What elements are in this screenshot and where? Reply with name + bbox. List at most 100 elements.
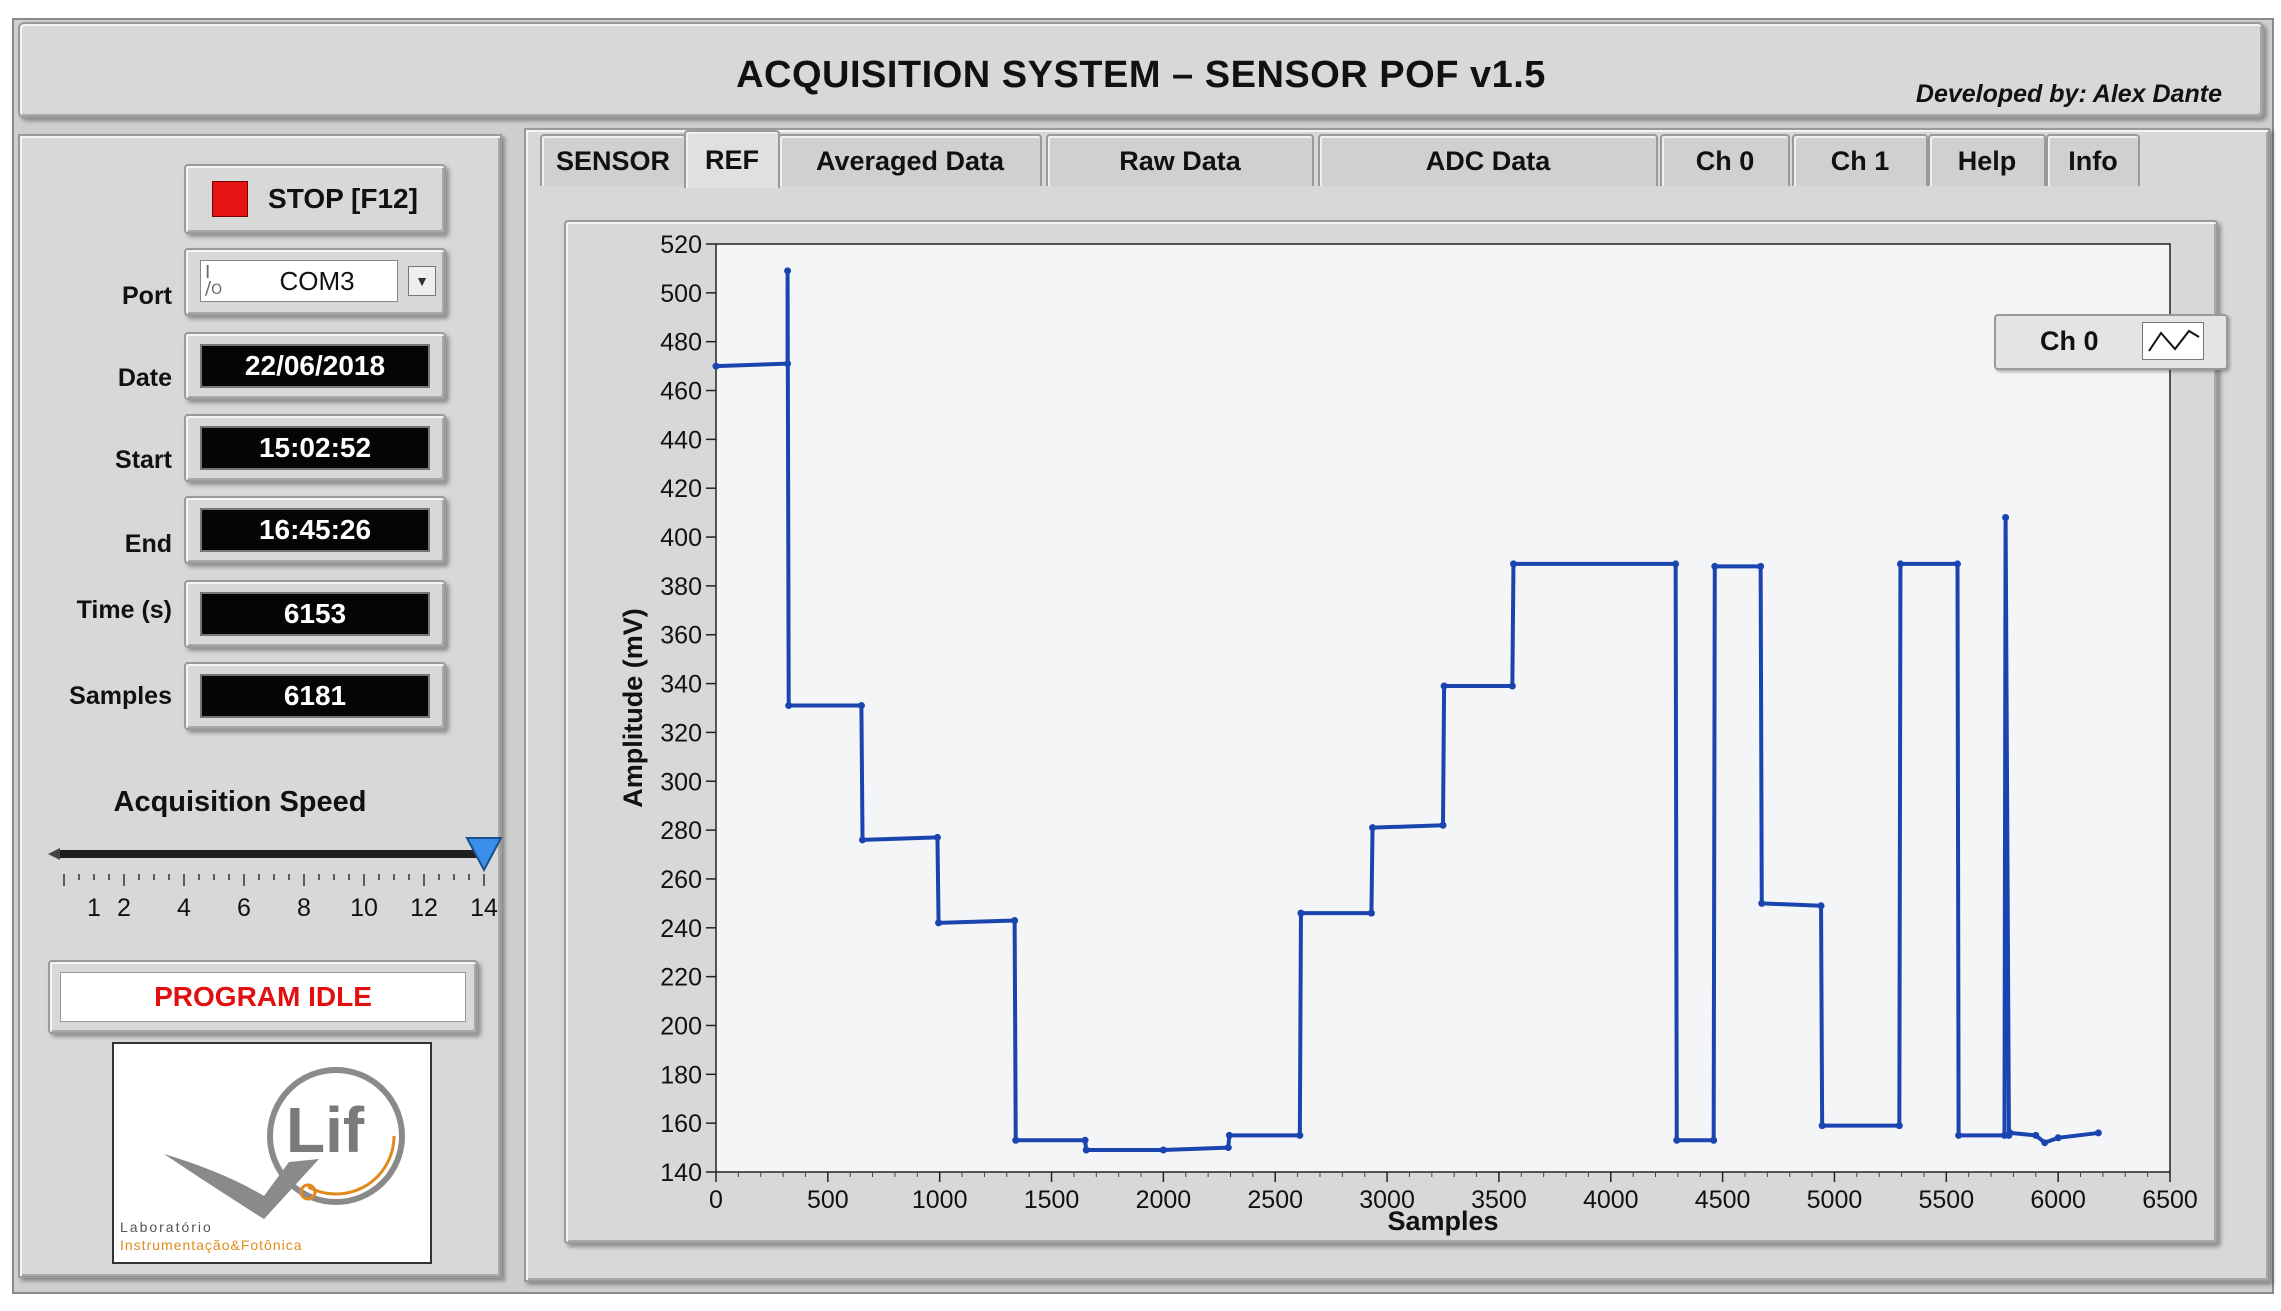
- data-point: [1225, 1131, 1233, 1139]
- title-bar: ACQUISITION SYSTEM – SENSOR POF v1.5 Dev…: [18, 22, 2264, 118]
- data-point: [1082, 1146, 1090, 1154]
- date-label: Date: [117, 364, 172, 392]
- start-display: 15:02:52: [200, 426, 430, 470]
- y-tick-label: 380: [660, 573, 702, 601]
- port-label: Port: [122, 282, 172, 310]
- y-tick-label: 360: [660, 622, 702, 650]
- x-tick-label: 4000: [1583, 1186, 1639, 1214]
- port-value: COM3: [279, 265, 355, 296]
- tab-label: Info: [2068, 145, 2118, 176]
- plot-legend[interactable]: Ch 0: [1994, 314, 2228, 370]
- time-label: Time (s): [76, 596, 172, 624]
- port-selector[interactable]: I/O COM3: [200, 260, 398, 302]
- data-point: [1711, 562, 1719, 570]
- end-label: End: [124, 530, 172, 558]
- status-frame: PROGRAM IDLE: [48, 960, 478, 1034]
- data-point: [784, 360, 792, 368]
- data-point: [1710, 1136, 1718, 1144]
- logo-mark: Lif: [286, 1094, 365, 1166]
- x-tick-label: 6000: [2030, 1186, 2086, 1214]
- data-point: [1953, 560, 1961, 568]
- data-point: [712, 362, 720, 370]
- slider-left-arrow[interactable]: [48, 848, 60, 860]
- line-style-icon[interactable]: [2142, 322, 2204, 360]
- tab-raw-data[interactable]: Raw Data: [1046, 134, 1314, 186]
- slider-scale: [63, 874, 485, 886]
- x-axis-label: Samples: [1387, 1206, 1498, 1236]
- x-tick-label: 3000: [1359, 1186, 1415, 1214]
- slider-track: [58, 850, 486, 858]
- data-point: [2041, 1139, 2049, 1147]
- slider-tick-labels: 1 2 4 6 8 10 12 14: [87, 894, 498, 922]
- data-point: [1895, 1122, 1903, 1130]
- data-point: [1672, 560, 1680, 568]
- program-status: PROGRAM IDLE: [60, 972, 466, 1022]
- x-axis: 0 500 1000 1500 2000 2500 3000 3500 4000 4500 5000…: [709, 1172, 2198, 1214]
- data-point: [2094, 1129, 2102, 1137]
- tab-sensor[interactable]: SENSOR: [540, 134, 686, 186]
- x-tick-label: 500: [807, 1186, 849, 1214]
- tab-label: ADC Data: [1425, 145, 1551, 176]
- legend-series-name: Ch 0: [2040, 326, 2099, 356]
- data-point: [1440, 682, 1448, 690]
- samples-frame: 6181: [184, 662, 446, 730]
- y-tick-label: 520: [660, 231, 702, 259]
- acquisition-speed-slider[interactable]: 1 2 4 6 8 10 12 14: [48, 830, 508, 930]
- slider-thumb[interactable]: [465, 837, 503, 873]
- slider-tick-label: 6: [237, 894, 251, 922]
- date-frame: 22/06/2018: [184, 332, 446, 400]
- data-point: [1955, 1131, 1963, 1139]
- y-tick-label: 340: [660, 671, 702, 699]
- tab-averaged-data[interactable]: Averaged Data: [778, 134, 1042, 186]
- data-point: [859, 836, 867, 844]
- x-tick-label: 1000: [912, 1186, 968, 1214]
- control-panel: STOP [F12] Port I/O COM3 ▼ Date 22/06/20…: [18, 134, 503, 1278]
- data-point: [1439, 821, 1447, 829]
- data-point: [1369, 824, 1377, 832]
- tab-label: Help: [1957, 145, 2017, 176]
- port-dropdown-button[interactable]: ▼: [408, 266, 436, 296]
- acquisition-speed-label: Acquisition Speed: [113, 786, 367, 818]
- data-point: [2054, 1134, 2062, 1142]
- slider-tick-label: 2: [117, 894, 131, 922]
- tab-help[interactable]: Help: [1928, 134, 2046, 186]
- stop-icon: [212, 181, 249, 217]
- data-point: [2006, 1129, 2014, 1137]
- tab-ch0[interactable]: Ch 0: [1660, 134, 1790, 186]
- y-tick-label: 300: [660, 768, 702, 796]
- y-tick-label: 180: [660, 1061, 702, 1089]
- end-frame: 16:45:26: [184, 496, 446, 564]
- logo-line1: Laboratório: [120, 1219, 213, 1235]
- stop-button[interactable]: STOP [F12]: [184, 164, 446, 234]
- tab-label: Ch 0: [1695, 145, 1755, 176]
- tab-ch1[interactable]: Ch 1: [1792, 134, 1928, 186]
- samples-display: 6181: [200, 674, 430, 718]
- tab-bar: SENSOR REF Averaged Data Raw Data ADC Da…: [534, 130, 2264, 188]
- tab-label: Ch 1: [1830, 145, 1890, 176]
- lif-logo: Lif Laboratório Instrumentação&Fotônica: [112, 1042, 432, 1264]
- y-tick-label: 220: [660, 964, 702, 992]
- data-point: [785, 702, 793, 710]
- data-point: [1508, 682, 1516, 690]
- slider-tick-label: 14: [470, 894, 498, 922]
- logo-line2: Instrumentação&Fotônica: [120, 1237, 303, 1253]
- x-tick-label: 5000: [1807, 1186, 1863, 1214]
- tab-adc-data[interactable]: ADC Data: [1318, 134, 1658, 186]
- data-point: [1818, 1122, 1826, 1130]
- data-point: [933, 833, 941, 841]
- data-point: [1896, 560, 1904, 568]
- developer-credit: Developed by: Alex Dante: [1915, 80, 2222, 108]
- y-tick-label: 260: [660, 866, 702, 894]
- data-point: [1817, 902, 1825, 910]
- data-point: [1081, 1136, 1089, 1144]
- x-tick-label: 0: [709, 1186, 723, 1214]
- tab-label: Raw Data: [1119, 145, 1241, 176]
- tab-info[interactable]: Info: [2046, 134, 2140, 186]
- slider-tick-label: 1: [87, 894, 101, 922]
- x-tick-label: 2000: [1136, 1186, 1192, 1214]
- waveform-graph: 0 500 1000 1500 2000 2500 3000 3500 4000 4500 5000…: [564, 220, 2228, 1244]
- stop-button-label: STOP [F12]: [268, 183, 418, 214]
- lif-logo-graphic: Lif Laboratório Instrumentação&Fotônica: [120, 1067, 405, 1253]
- x-tick-label: 6500: [2142, 1186, 2198, 1214]
- tab-ref[interactable]: REF: [684, 130, 780, 188]
